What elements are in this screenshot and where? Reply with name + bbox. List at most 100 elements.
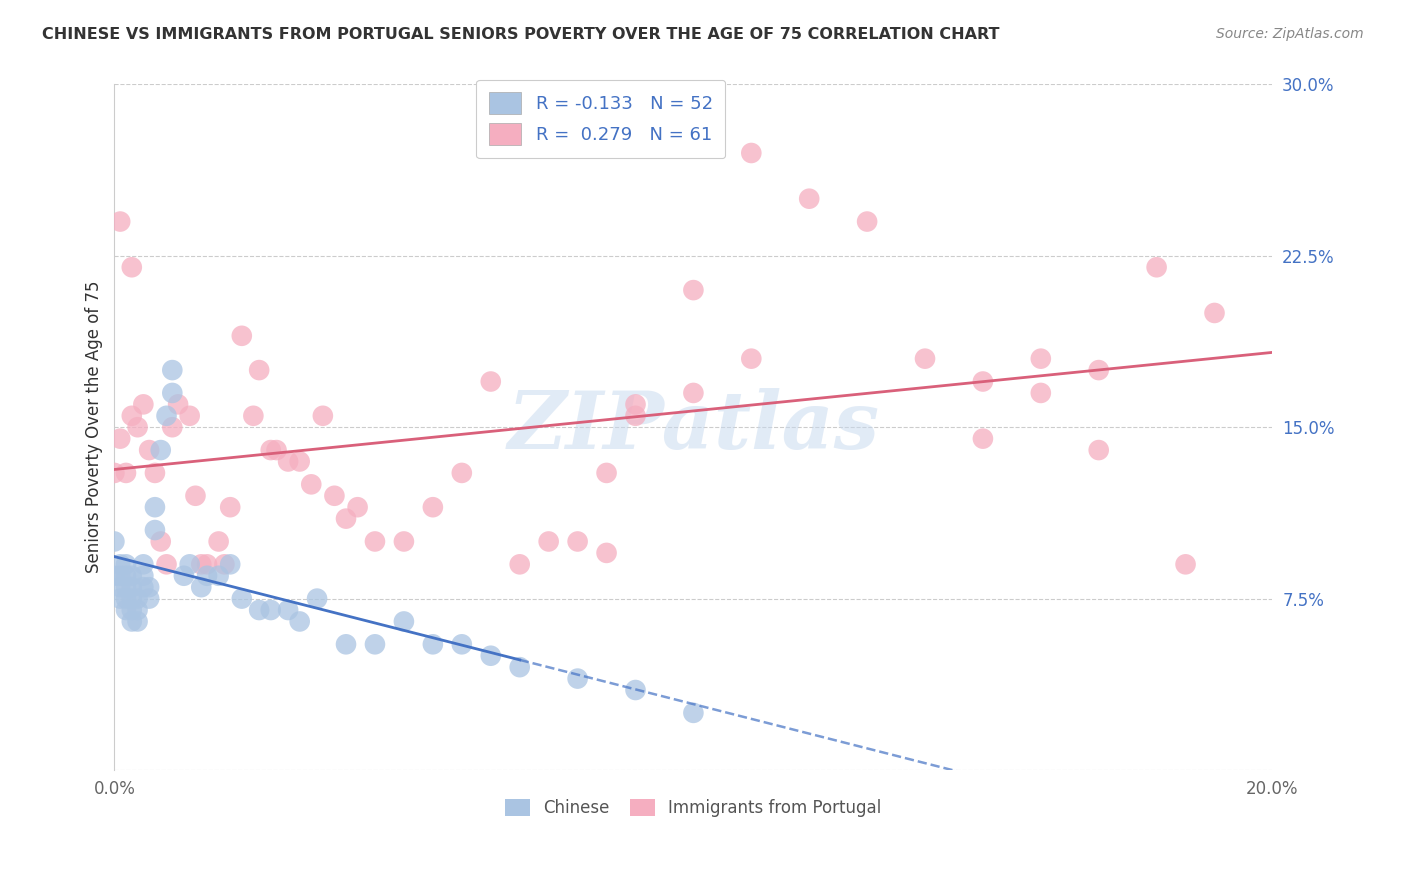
- Y-axis label: Seniors Poverty Over the Age of 75: Seniors Poverty Over the Age of 75: [86, 281, 103, 574]
- Point: [277, 454, 299, 468]
- Point: [155, 558, 177, 572]
- Text: Source: ZipAtlas.com: Source: ZipAtlas.com: [1216, 27, 1364, 41]
- Point: [595, 466, 617, 480]
- Point: [972, 375, 994, 389]
- Point: [121, 568, 143, 582]
- Point: [509, 558, 531, 572]
- Point: [103, 534, 125, 549]
- Point: [740, 351, 762, 366]
- Point: [479, 375, 502, 389]
- Point: [392, 615, 415, 629]
- Point: [207, 568, 229, 582]
- Point: [173, 568, 195, 582]
- Text: CHINESE VS IMMIGRANTS FROM PORTUGAL SENIORS POVERTY OVER THE AGE OF 75 CORRELATI: CHINESE VS IMMIGRANTS FROM PORTUGAL SENI…: [42, 27, 1000, 42]
- Point: [242, 409, 264, 423]
- Point: [162, 420, 184, 434]
- Point: [277, 603, 299, 617]
- Point: [624, 409, 647, 423]
- Point: [567, 672, 589, 686]
- Point: [108, 214, 131, 228]
- Point: [422, 500, 444, 515]
- Point: [422, 637, 444, 651]
- Point: [127, 615, 149, 629]
- Point: [312, 409, 335, 423]
- Point: [143, 500, 166, 515]
- Point: [260, 603, 283, 617]
- Point: [335, 511, 357, 525]
- Point: [121, 580, 143, 594]
- Point: [1087, 363, 1109, 377]
- Point: [214, 558, 236, 572]
- Point: [162, 386, 184, 401]
- Point: [132, 580, 155, 594]
- Point: [1146, 260, 1168, 275]
- Point: [219, 558, 242, 572]
- Point: [195, 558, 218, 572]
- Point: [121, 615, 143, 629]
- Point: [537, 534, 560, 549]
- Point: [115, 603, 138, 617]
- Point: [162, 363, 184, 377]
- Point: [624, 397, 647, 411]
- Point: [288, 454, 311, 468]
- Point: [108, 558, 131, 572]
- Point: [567, 534, 589, 549]
- Point: [127, 420, 149, 434]
- Point: [1087, 443, 1109, 458]
- Point: [103, 466, 125, 480]
- Point: [115, 580, 138, 594]
- Legend: Chinese, Immigrants from Portugal: Chinese, Immigrants from Portugal: [499, 792, 889, 823]
- Point: [103, 568, 125, 582]
- Point: [856, 214, 879, 228]
- Point: [108, 432, 131, 446]
- Point: [266, 443, 288, 458]
- Point: [682, 283, 704, 297]
- Point: [335, 637, 357, 651]
- Point: [231, 591, 253, 606]
- Point: [167, 397, 190, 411]
- Point: [247, 363, 270, 377]
- Point: [231, 328, 253, 343]
- Point: [799, 192, 821, 206]
- Point: [392, 534, 415, 549]
- Point: [364, 534, 387, 549]
- Point: [132, 558, 155, 572]
- Point: [127, 591, 149, 606]
- Point: [740, 146, 762, 161]
- Point: [138, 580, 160, 594]
- Point: [1029, 386, 1052, 401]
- Point: [450, 637, 472, 651]
- Point: [624, 683, 647, 698]
- Point: [299, 477, 322, 491]
- Point: [132, 568, 155, 582]
- Point: [219, 500, 242, 515]
- Point: [1204, 306, 1226, 320]
- Point: [115, 568, 138, 582]
- Point: [260, 443, 283, 458]
- Point: [1029, 351, 1052, 366]
- Point: [132, 397, 155, 411]
- Point: [108, 591, 131, 606]
- Point: [364, 637, 387, 651]
- Point: [682, 386, 704, 401]
- Point: [115, 558, 138, 572]
- Point: [138, 591, 160, 606]
- Point: [149, 534, 172, 549]
- Point: [143, 466, 166, 480]
- Point: [288, 615, 311, 629]
- Point: [127, 603, 149, 617]
- Point: [509, 660, 531, 674]
- Point: [121, 591, 143, 606]
- Point: [479, 648, 502, 663]
- Point: [1174, 558, 1197, 572]
- Point: [115, 466, 138, 480]
- Point: [914, 351, 936, 366]
- Point: [450, 466, 472, 480]
- Point: [143, 523, 166, 537]
- Point: [108, 568, 131, 582]
- Point: [190, 580, 212, 594]
- Point: [121, 409, 143, 423]
- Point: [307, 591, 329, 606]
- Point: [207, 534, 229, 549]
- Point: [595, 546, 617, 560]
